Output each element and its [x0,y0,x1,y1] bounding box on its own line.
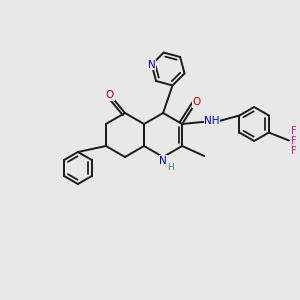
Text: O: O [106,90,114,100]
Text: H: H [167,163,173,172]
Text: O: O [192,97,200,107]
Text: N: N [159,156,167,166]
Text: N: N [148,60,156,70]
Text: F: F [291,146,297,155]
Text: F: F [291,136,297,146]
Text: F: F [291,125,297,136]
Text: NH: NH [204,116,220,126]
